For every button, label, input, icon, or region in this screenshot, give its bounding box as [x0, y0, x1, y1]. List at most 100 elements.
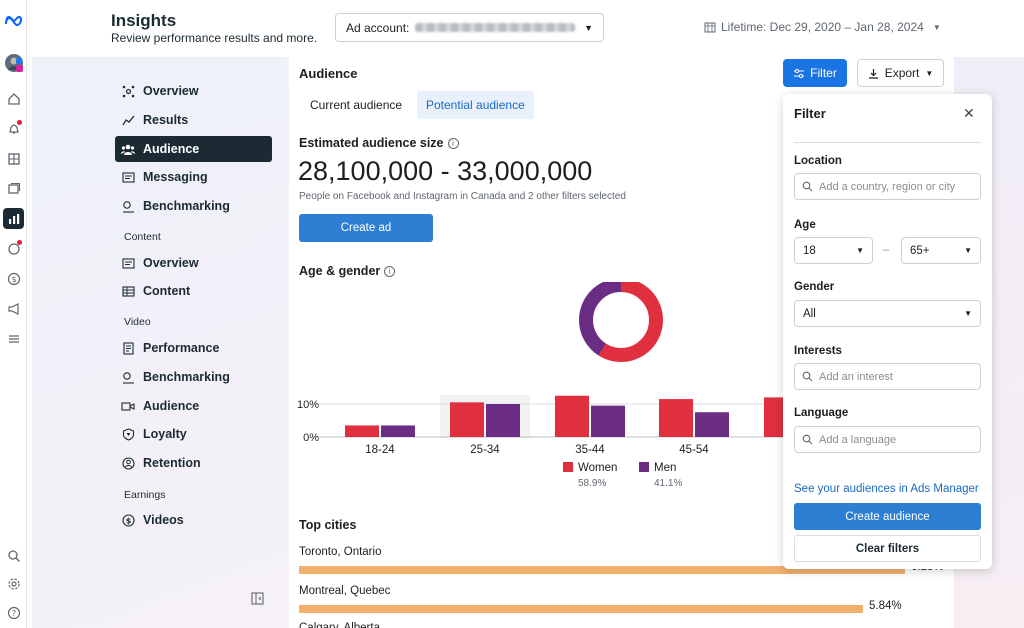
sidebar-item-label: Audience [143, 399, 200, 413]
date-range-select[interactable]: Lifetime: Dec 29, 2020 – Jan 28, 2024 ▼ [704, 20, 941, 34]
sidebar-section-content: Content [124, 231, 161, 243]
bar-women-18-24 [345, 425, 379, 437]
results-icon [121, 113, 135, 127]
sidebar-section-earnings: Earnings [124, 489, 166, 501]
settings-icon[interactable] [3, 573, 24, 594]
sidebar-item-audience[interactable]: Audience [115, 136, 272, 162]
sidebar-item-videos[interactable]: $ Videos [115, 507, 272, 533]
city-bar [299, 566, 905, 574]
location-input[interactable]: Add a country, region or city [794, 173, 981, 200]
sidebar-item-label: Messaging [143, 170, 208, 184]
search-icon [802, 434, 813, 445]
close-icon[interactable]: ✕ [963, 105, 975, 121]
meta-logo-icon[interactable] [3, 10, 24, 31]
ad-account-name-redacted [415, 23, 576, 32]
bar-men-18-24 [381, 425, 415, 437]
sidebar-item-video-benchmarking[interactable]: Benchmarking [115, 364, 272, 390]
overview-icon [121, 256, 135, 270]
chat-icon[interactable] [3, 238, 24, 259]
page-subtitle: Review performance results and more. [111, 31, 318, 45]
sidebar-item-label: Videos [143, 513, 184, 527]
x-tick-label: 45-54 [679, 444, 709, 456]
age-min-value: 18 [803, 244, 816, 257]
home-icon[interactable] [3, 88, 24, 109]
content-icon[interactable] [3, 178, 24, 199]
benchmarking-icon [121, 199, 135, 213]
sidebar-item-overview[interactable]: Overview [115, 78, 272, 104]
sidebar-item-loyalty[interactable]: Loyalty [115, 421, 272, 447]
sidebar-item-label: Benchmarking [143, 370, 230, 384]
location-label: Location [794, 155, 842, 167]
legend-pct-men: 41.1% [654, 478, 682, 489]
y-tick-label: 0% [303, 432, 319, 444]
sidebar-item-label: Audience [143, 142, 200, 156]
location-placeholder: Add a country, region or city [819, 180, 956, 193]
create-audience-button[interactable]: Create audience [794, 503, 981, 530]
age-max-value: 65+ [910, 244, 930, 257]
caret-down-icon: ▼ [964, 246, 972, 255]
language-input[interactable]: Add a language [794, 426, 981, 453]
sidebar-item-content[interactable]: Content [115, 278, 272, 304]
ad-account-select[interactable]: Ad account: ▼ [335, 13, 604, 42]
avatar[interactable] [3, 52, 24, 73]
sidebar-item-results[interactable]: Results [115, 107, 272, 133]
age-min-select[interactable]: 18 ▼ [794, 237, 873, 264]
caret-down-icon: ▼ [925, 68, 934, 78]
tab-current-audience[interactable]: Current audience [310, 98, 403, 112]
left-rail: $ ? [0, 0, 27, 628]
info-icon[interactable]: i [384, 265, 396, 277]
dollar-icon[interactable]: $ [3, 268, 24, 289]
clear-filters-button[interactable]: Clear filters [794, 535, 981, 562]
bar-women-25-34 [450, 402, 484, 437]
sidebar-item-performance[interactable]: Performance [115, 335, 272, 361]
help-icon[interactable]: ? [3, 602, 24, 623]
info-icon[interactable]: i [447, 137, 459, 149]
sidebar-item-content-overview[interactable]: Overview [115, 250, 272, 276]
ads-manager-link[interactable]: See your audiences in Ads Manager [794, 483, 979, 495]
sidebar-item-video-audience[interactable]: Audience [115, 393, 272, 419]
search-icon [802, 371, 813, 382]
export-button[interactable]: Export ▼ [857, 59, 944, 87]
user-circle-icon [121, 456, 135, 470]
tab-potential-audience[interactable]: Potential audience [417, 91, 534, 119]
insights-icon[interactable] [3, 208, 24, 229]
x-tick-label: 18-24 [365, 444, 395, 456]
svg-text:$: $ [11, 275, 16, 284]
search-icon[interactable] [3, 545, 24, 566]
video-icon [121, 399, 135, 413]
age-gender-chart: 10%0%18-2425-3435-4445-5455-64Women58.9%… [297, 282, 789, 489]
interests-input[interactable]: Add an interest [794, 363, 981, 390]
table-icon [121, 284, 135, 298]
notifications-icon[interactable] [3, 118, 24, 139]
donut-slice-men [579, 282, 663, 362]
sidebar-item-retention[interactable]: Retention [115, 450, 272, 476]
gender-select[interactable]: All ▼ [794, 300, 981, 327]
city-bar [299, 605, 863, 613]
megaphone-icon[interactable] [3, 298, 24, 319]
language-placeholder: Add a language [819, 433, 897, 446]
overview-icon [121, 84, 135, 98]
legend-pct-women: 58.9% [578, 478, 606, 489]
grid-icon[interactable] [3, 148, 24, 169]
date-range-label: Lifetime: Dec 29, 2020 – Jan 28, 2024 [721, 20, 924, 34]
x-tick-label: 25-34 [470, 444, 500, 456]
bar-men-35-44 [591, 405, 625, 437]
page-title: Insights [111, 11, 177, 30]
create-ad-button[interactable]: Create ad [299, 214, 433, 242]
filter-panel: Filter ✕ Location Add a country, region … [783, 94, 992, 569]
bar-men-25-34 [486, 404, 520, 437]
messaging-icon [121, 170, 135, 184]
filter-button[interactable]: Filter [783, 59, 847, 87]
menu-icon[interactable] [3, 328, 24, 349]
sidebar-item-benchmarking[interactable]: Benchmarking [115, 193, 272, 219]
bar-men-45-54 [695, 412, 729, 437]
svg-text:$: $ [125, 516, 131, 525]
age-max-select[interactable]: 65+ ▼ [901, 237, 981, 264]
y-tick-label: 10% [297, 399, 319, 411]
city-percentage: 5.84% [869, 600, 902, 612]
sidebar-item-messaging[interactable]: Messaging [115, 164, 272, 190]
city-name: Calgary, Alberta [299, 622, 380, 628]
caret-down-icon: ▼ [856, 246, 864, 255]
search-icon [802, 181, 813, 192]
collapse-sidebar-icon[interactable] [251, 592, 264, 608]
